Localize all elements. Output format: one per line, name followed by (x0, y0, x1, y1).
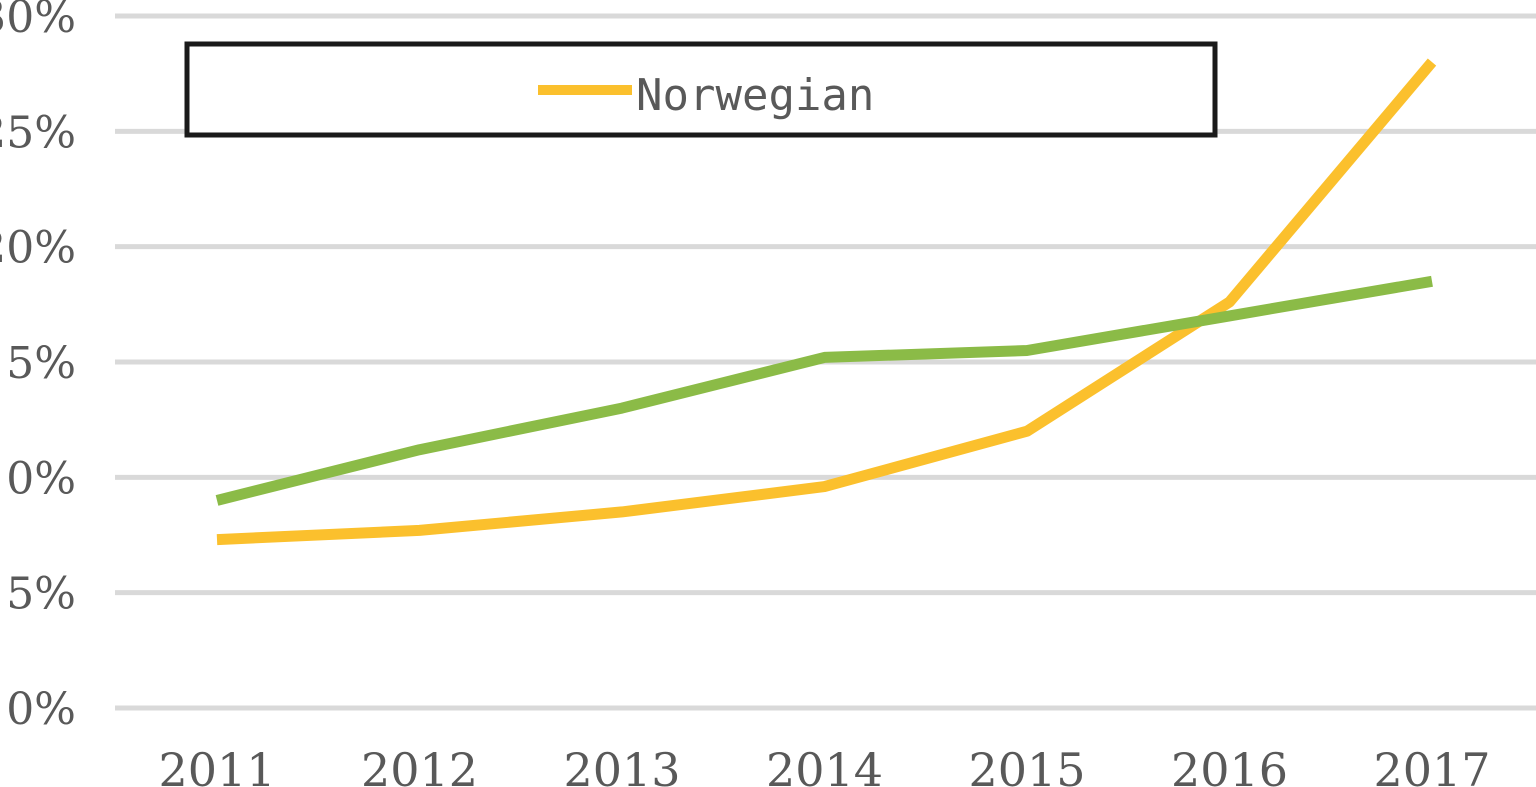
x-tick-label-2017: 2017 (1373, 743, 1490, 787)
y-axis-tick-labels: 0% 5% 10% 15% 20% 25% 30% (0, 0, 76, 735)
x-tick-label-2014: 2014 (766, 743, 883, 787)
y-tick-label-15: 15% (0, 338, 76, 389)
series-line-norwegian (216, 58, 1437, 546)
y-tick-label-30: 30% (0, 0, 76, 43)
x-tick-label-2016: 2016 (1171, 743, 1288, 787)
y-tick-label-5: 5% (6, 569, 76, 620)
x-axis-tick-labels: 2011 2012 2013 2014 2015 2016 2017 (158, 743, 1490, 787)
x-tick-label-2015: 2015 (968, 743, 1085, 787)
y-tick-label-10: 10% (0, 453, 76, 504)
x-tick-label-2011: 2011 (158, 743, 275, 787)
legend-box (184, 41, 1218, 138)
x-tick-label-2013: 2013 (563, 743, 680, 787)
series-line-series-2 (215, 275, 1433, 506)
legend: Norwegian (184, 41, 1218, 138)
x-tick-label-2012: 2012 (361, 743, 478, 787)
y-tick-label-25: 25% (0, 107, 76, 158)
y-tick-label-0: 0% (6, 684, 76, 735)
y-tick-label-20: 20% (0, 223, 76, 274)
legend-label-norwegian: Norwegian (636, 70, 874, 121)
series-lines (215, 58, 1437, 546)
